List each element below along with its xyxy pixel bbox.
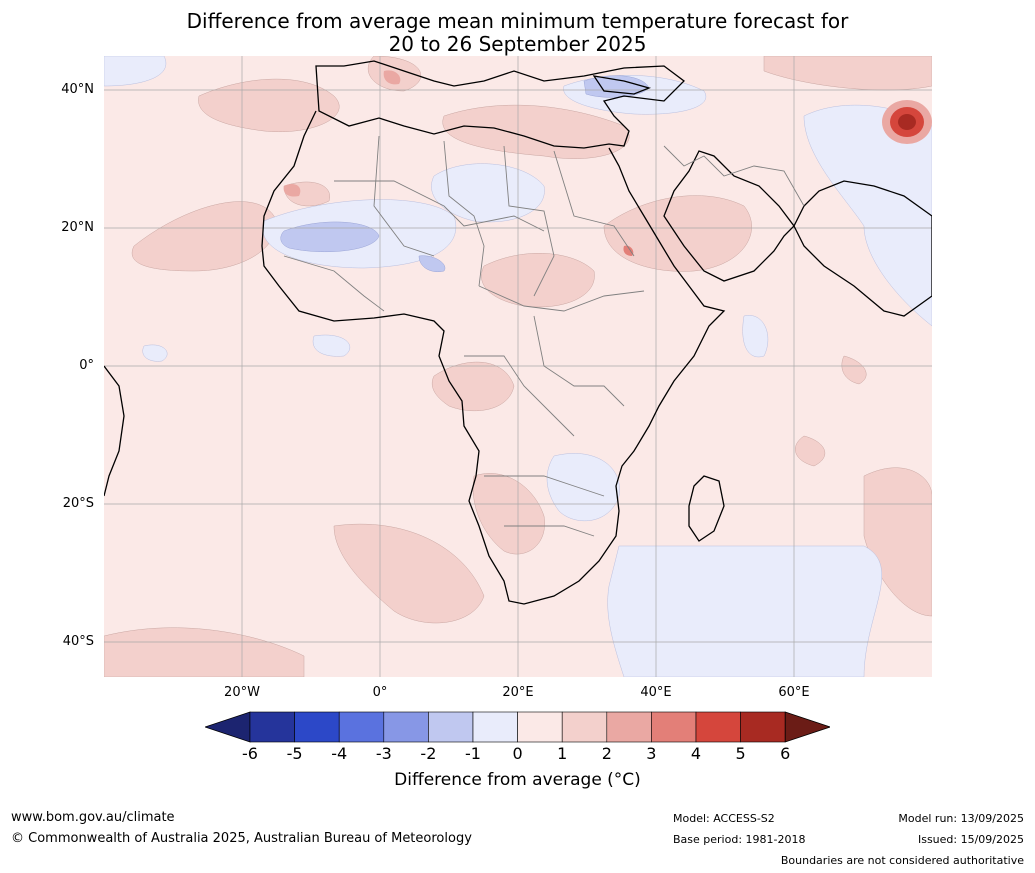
- strong-cool-areas: [280, 75, 650, 272]
- colorbar-segment: [472, 711, 518, 743]
- disclaimer-text: Boundaries are not considered authoritat…: [780, 854, 1024, 867]
- colorbar-segment: [740, 711, 786, 743]
- title-line-1: Difference from average mean minimum tem…: [186, 9, 849, 33]
- colorbar-segment: [561, 711, 608, 743]
- colorbar-segment: [695, 711, 741, 743]
- country-borders: [283, 135, 805, 537]
- colorbar-label: Difference from average (°C): [394, 770, 641, 790]
- model-text: Model: ACCESS-S2: [673, 812, 775, 825]
- lat-label-20n: 20°N: [61, 220, 94, 235]
- colorbar-tick-label: -4: [331, 744, 348, 763]
- colorbar-tick-label: 3: [646, 744, 657, 763]
- colorbar-tick-label: -2: [420, 744, 437, 763]
- lon-label-60e: 60°E: [778, 685, 810, 700]
- issued-text: Issued: 15/09/2025: [917, 833, 1024, 846]
- base-period-text: Base period: 1981-2018: [673, 833, 806, 846]
- colorbar-segment: [383, 711, 429, 743]
- colorbar-segment: [249, 711, 295, 743]
- colorbar-tick-label: 0: [512, 744, 523, 763]
- lat-label-40s: 40°S: [62, 634, 94, 649]
- colorbar-tick-label: 2: [601, 744, 612, 763]
- warm-anomaly-areas: [104, 56, 932, 677]
- colorbar-tick-label: 4: [690, 744, 702, 763]
- hot-spot: [283, 70, 932, 256]
- lon-label-20e: 20°E: [502, 685, 534, 700]
- map-title: Difference from average mean minimum tem…: [0, 10, 1035, 56]
- colorbar-tick-label: 5: [735, 744, 746, 763]
- colorbar-tick-label: -3: [375, 744, 392, 763]
- model-run-text: Model run: 13/09/2025: [898, 812, 1024, 825]
- colorbar-segment: [428, 711, 474, 743]
- colorbar-tick-label: -5: [286, 744, 303, 763]
- lat-label-40n: 40°N: [61, 82, 94, 97]
- colorbar-tick-label: -6: [242, 744, 258, 763]
- colorbar-segment: [294, 711, 340, 743]
- lon-label-20w: 20°W: [224, 685, 260, 700]
- colorbar: [205, 711, 830, 743]
- map-gridlines: [104, 56, 932, 677]
- colorbar-tick-label: -1: [465, 744, 481, 763]
- colorbar-segment: [517, 711, 563, 743]
- colorbar-extend-low: [205, 711, 251, 743]
- temperature-anomaly-map: [104, 56, 932, 677]
- title-line-2: 20 to 26 September 2025: [388, 32, 647, 56]
- colorbar-segment: [651, 711, 697, 743]
- colorbar-extend-high: [784, 711, 830, 743]
- colorbar-tick-label: 6: [780, 744, 791, 763]
- copyright-text: © Commonwealth of Australia 2025, Austra…: [11, 831, 472, 846]
- map-panel: [104, 56, 932, 677]
- colorbar-segment: [606, 711, 652, 743]
- lon-label-40e: 40°E: [640, 685, 672, 700]
- colorbar-segment: [338, 711, 385, 743]
- colorbar-tick-label: 1: [557, 744, 568, 763]
- lat-label-0: 0°: [79, 358, 94, 373]
- lon-label-0: 0°: [372, 685, 388, 700]
- lat-label-20s: 20°S: [62, 496, 94, 511]
- website-link[interactable]: www.bom.gov.au/climate: [11, 810, 175, 825]
